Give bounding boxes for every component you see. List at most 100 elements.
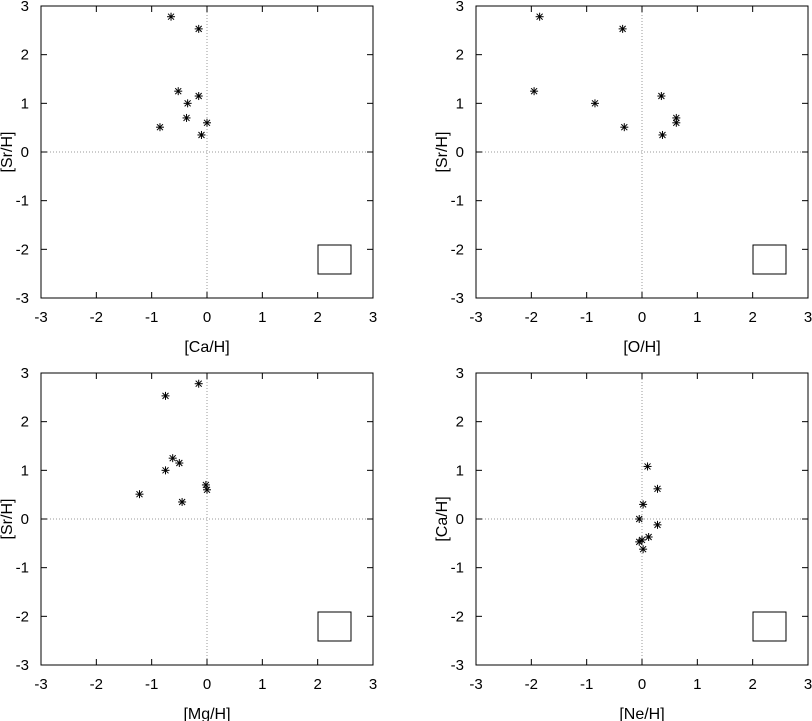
- x-tick-label: 2: [313, 309, 321, 326]
- y-tick-label: -2: [16, 608, 29, 625]
- y-tick-label: -3: [16, 657, 29, 674]
- y-tick-label: -1: [451, 193, 464, 210]
- x-tick-label: 3: [804, 309, 812, 326]
- y-tick-label: 3: [456, 365, 464, 382]
- y-tick-label: 0: [456, 144, 464, 161]
- data-point: [635, 537, 644, 546]
- legend-box: [752, 611, 787, 642]
- y-tick-label: 0: [21, 144, 29, 161]
- y-tick-label: 2: [21, 47, 29, 64]
- chart-panel-3: -3 -2 -1 0 1 2 3 -3 -2 -1 0 1 2 3 [Mg/H] [Sr/H]: [0, 365, 377, 721]
- data-point: [639, 500, 648, 509]
- data-point: [197, 130, 206, 139]
- chart-panel-4: -3 -2 -1 0 1 2 3 -3 -2 -1 0 1 2 3 [Ne/H] [Ca/H]: [434, 365, 812, 721]
- y-tick-label: 0: [21, 511, 29, 528]
- x-tick-label: -2: [525, 309, 538, 326]
- data-point: [203, 118, 211, 127]
- y-tick-label: 1: [21, 462, 29, 479]
- x-tick-label: -1: [145, 676, 158, 693]
- data-point: [183, 99, 192, 108]
- x-tick-label: -3: [34, 676, 47, 693]
- y-tick-label: 1: [456, 462, 464, 479]
- data-point: [530, 87, 539, 96]
- chart-panel-1: -3 -2 -1 0 1 2 3 -3 -2 -1 0 1 2 3 [Ca/H] [Sr/H]: [0, 0, 377, 356]
- y-tick-label: -1: [16, 560, 29, 577]
- x-tick-label: 3: [369, 676, 377, 693]
- data-point: [639, 545, 648, 554]
- x-tick-label: -2: [90, 676, 103, 693]
- y-tick-label: 1: [456, 95, 464, 112]
- legend-box: [317, 244, 352, 275]
- x-tick-label: 1: [258, 309, 266, 326]
- data-point: [657, 92, 666, 101]
- y-axis-label: [Sr/H]: [0, 132, 16, 173]
- y-tick-label: -1: [451, 560, 464, 577]
- x-tick-label: -3: [469, 676, 482, 693]
- x-axis-label: [Mg/H]: [183, 706, 230, 721]
- chart-panel-2: -3 -2 -1 0 1 2 3 -3 -2 -1 0 1 2 3 [O/H] [Sr/H]: [434, 0, 812, 356]
- x-tick-label: 2: [748, 309, 756, 326]
- y-tick-label: -3: [451, 657, 464, 674]
- x-tick-label: -3: [469, 309, 482, 326]
- data-point: [644, 533, 653, 542]
- data-point: [672, 113, 681, 122]
- x-tick-label: 3: [804, 676, 812, 693]
- x-tick-label: 2: [313, 676, 321, 693]
- data-point: [167, 12, 176, 21]
- data-point: [174, 87, 183, 96]
- data-point: [194, 379, 203, 388]
- y-tick-label: 2: [21, 414, 29, 431]
- y-tick-label: 2: [456, 414, 464, 431]
- y-tick-label: -3: [16, 290, 29, 307]
- y-tick-label: 3: [21, 0, 29, 15]
- x-axis-label: [Ne/H]: [619, 706, 664, 721]
- x-axis-label: [O/H]: [623, 339, 660, 356]
- x-tick-label: -1: [580, 676, 593, 693]
- x-tick-label: 0: [203, 676, 211, 693]
- y-axis-label: [Ca/H]: [434, 496, 451, 541]
- data-point: [672, 118, 681, 127]
- y-tick-label: -3: [451, 290, 464, 307]
- data-point: [155, 123, 164, 132]
- y-tick-label: 3: [456, 0, 464, 15]
- y-tick-label: -2: [16, 241, 29, 258]
- x-tick-label: -2: [525, 676, 538, 693]
- y-tick-label: -2: [451, 241, 464, 258]
- data-point: [618, 24, 627, 33]
- data-point: [653, 520, 662, 529]
- x-tick-label: 0: [638, 676, 646, 693]
- y-tick-label: 0: [456, 511, 464, 528]
- data-point: [175, 459, 184, 468]
- data-point: [194, 24, 203, 33]
- data-point: [653, 484, 662, 493]
- data-point: [161, 466, 170, 475]
- data-point: [182, 113, 191, 122]
- x-tick-label: 0: [638, 309, 646, 326]
- data-point: [620, 123, 629, 132]
- x-tick-label: 0: [203, 309, 211, 326]
- x-tick-label: 2: [748, 676, 756, 693]
- y-axis-label: [Sr/H]: [0, 499, 16, 540]
- x-tick-label: 1: [693, 309, 701, 326]
- x-tick-label: -1: [145, 309, 158, 326]
- legend-box: [317, 611, 352, 642]
- x-tick-label: 1: [693, 676, 701, 693]
- data-point: [178, 497, 187, 506]
- x-tick-label: -1: [580, 309, 593, 326]
- x-tick-label: 1: [258, 676, 266, 693]
- x-tick-label: -3: [34, 309, 47, 326]
- data-point: [635, 515, 644, 523]
- legend-box: [752, 244, 787, 275]
- y-tick-label: -2: [451, 608, 464, 625]
- data-point: [203, 485, 211, 494]
- y-tick-label: 1: [21, 95, 29, 112]
- y-axis-label: [Sr/H]: [434, 132, 451, 173]
- data-point: [535, 12, 544, 21]
- data-point: [194, 92, 203, 101]
- y-tick-label: -1: [16, 193, 29, 210]
- x-tick-label: 3: [369, 309, 377, 326]
- data-point: [135, 490, 144, 499]
- x-tick-label: -2: [90, 309, 103, 326]
- data-point: [590, 99, 599, 108]
